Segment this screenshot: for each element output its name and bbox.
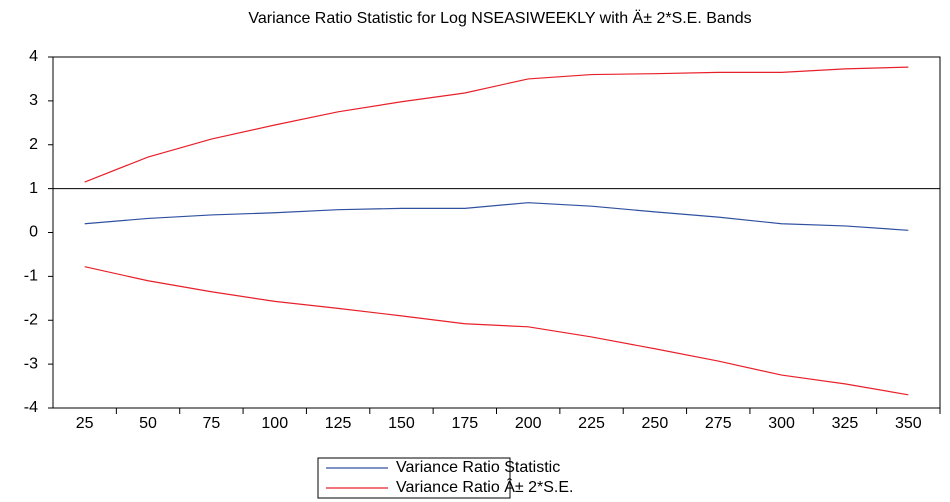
x-tick-label: 275 [705,415,732,432]
x-tick-label: 200 [515,415,542,432]
series-line [84,202,909,231]
x-tick-label: 50 [139,415,157,432]
legend-label: Variance Ratio Statistic [396,459,560,476]
x-tick-label: 100 [261,415,288,432]
plot-frame [52,56,941,409]
legend-label: Variance Ratio Â± 2*S.E. [396,477,573,496]
series-line [84,266,909,396]
x-tick-label: 25 [76,415,94,432]
y-tick-label: 4 [29,48,38,65]
y-tick-label: -3 [24,355,38,372]
y-tick-label: 2 [29,136,38,153]
x-tick-label: 325 [832,415,859,432]
y-tick-label: -2 [24,311,38,328]
x-tick-label: 300 [768,415,795,432]
x-tick-label: 75 [202,415,220,432]
chart-title: Variance Ratio Statistic for Log NSEASIW… [248,9,751,27]
x-tick-label: 150 [388,415,415,432]
x-tick-label: 350 [895,415,922,432]
y-tick-label: 3 [29,92,38,109]
y-tick-label: -1 [24,268,38,285]
legend-box [317,457,511,499]
x-tick-label: 250 [642,415,669,432]
y-tick-label: -4 [24,399,38,416]
series-line [84,66,909,183]
x-tick-label: 225 [578,415,605,432]
x-tick-label: 175 [451,415,478,432]
y-tick-label: 0 [29,224,38,241]
y-tick-label: 1 [29,180,38,197]
x-tick-label: 125 [325,415,352,432]
